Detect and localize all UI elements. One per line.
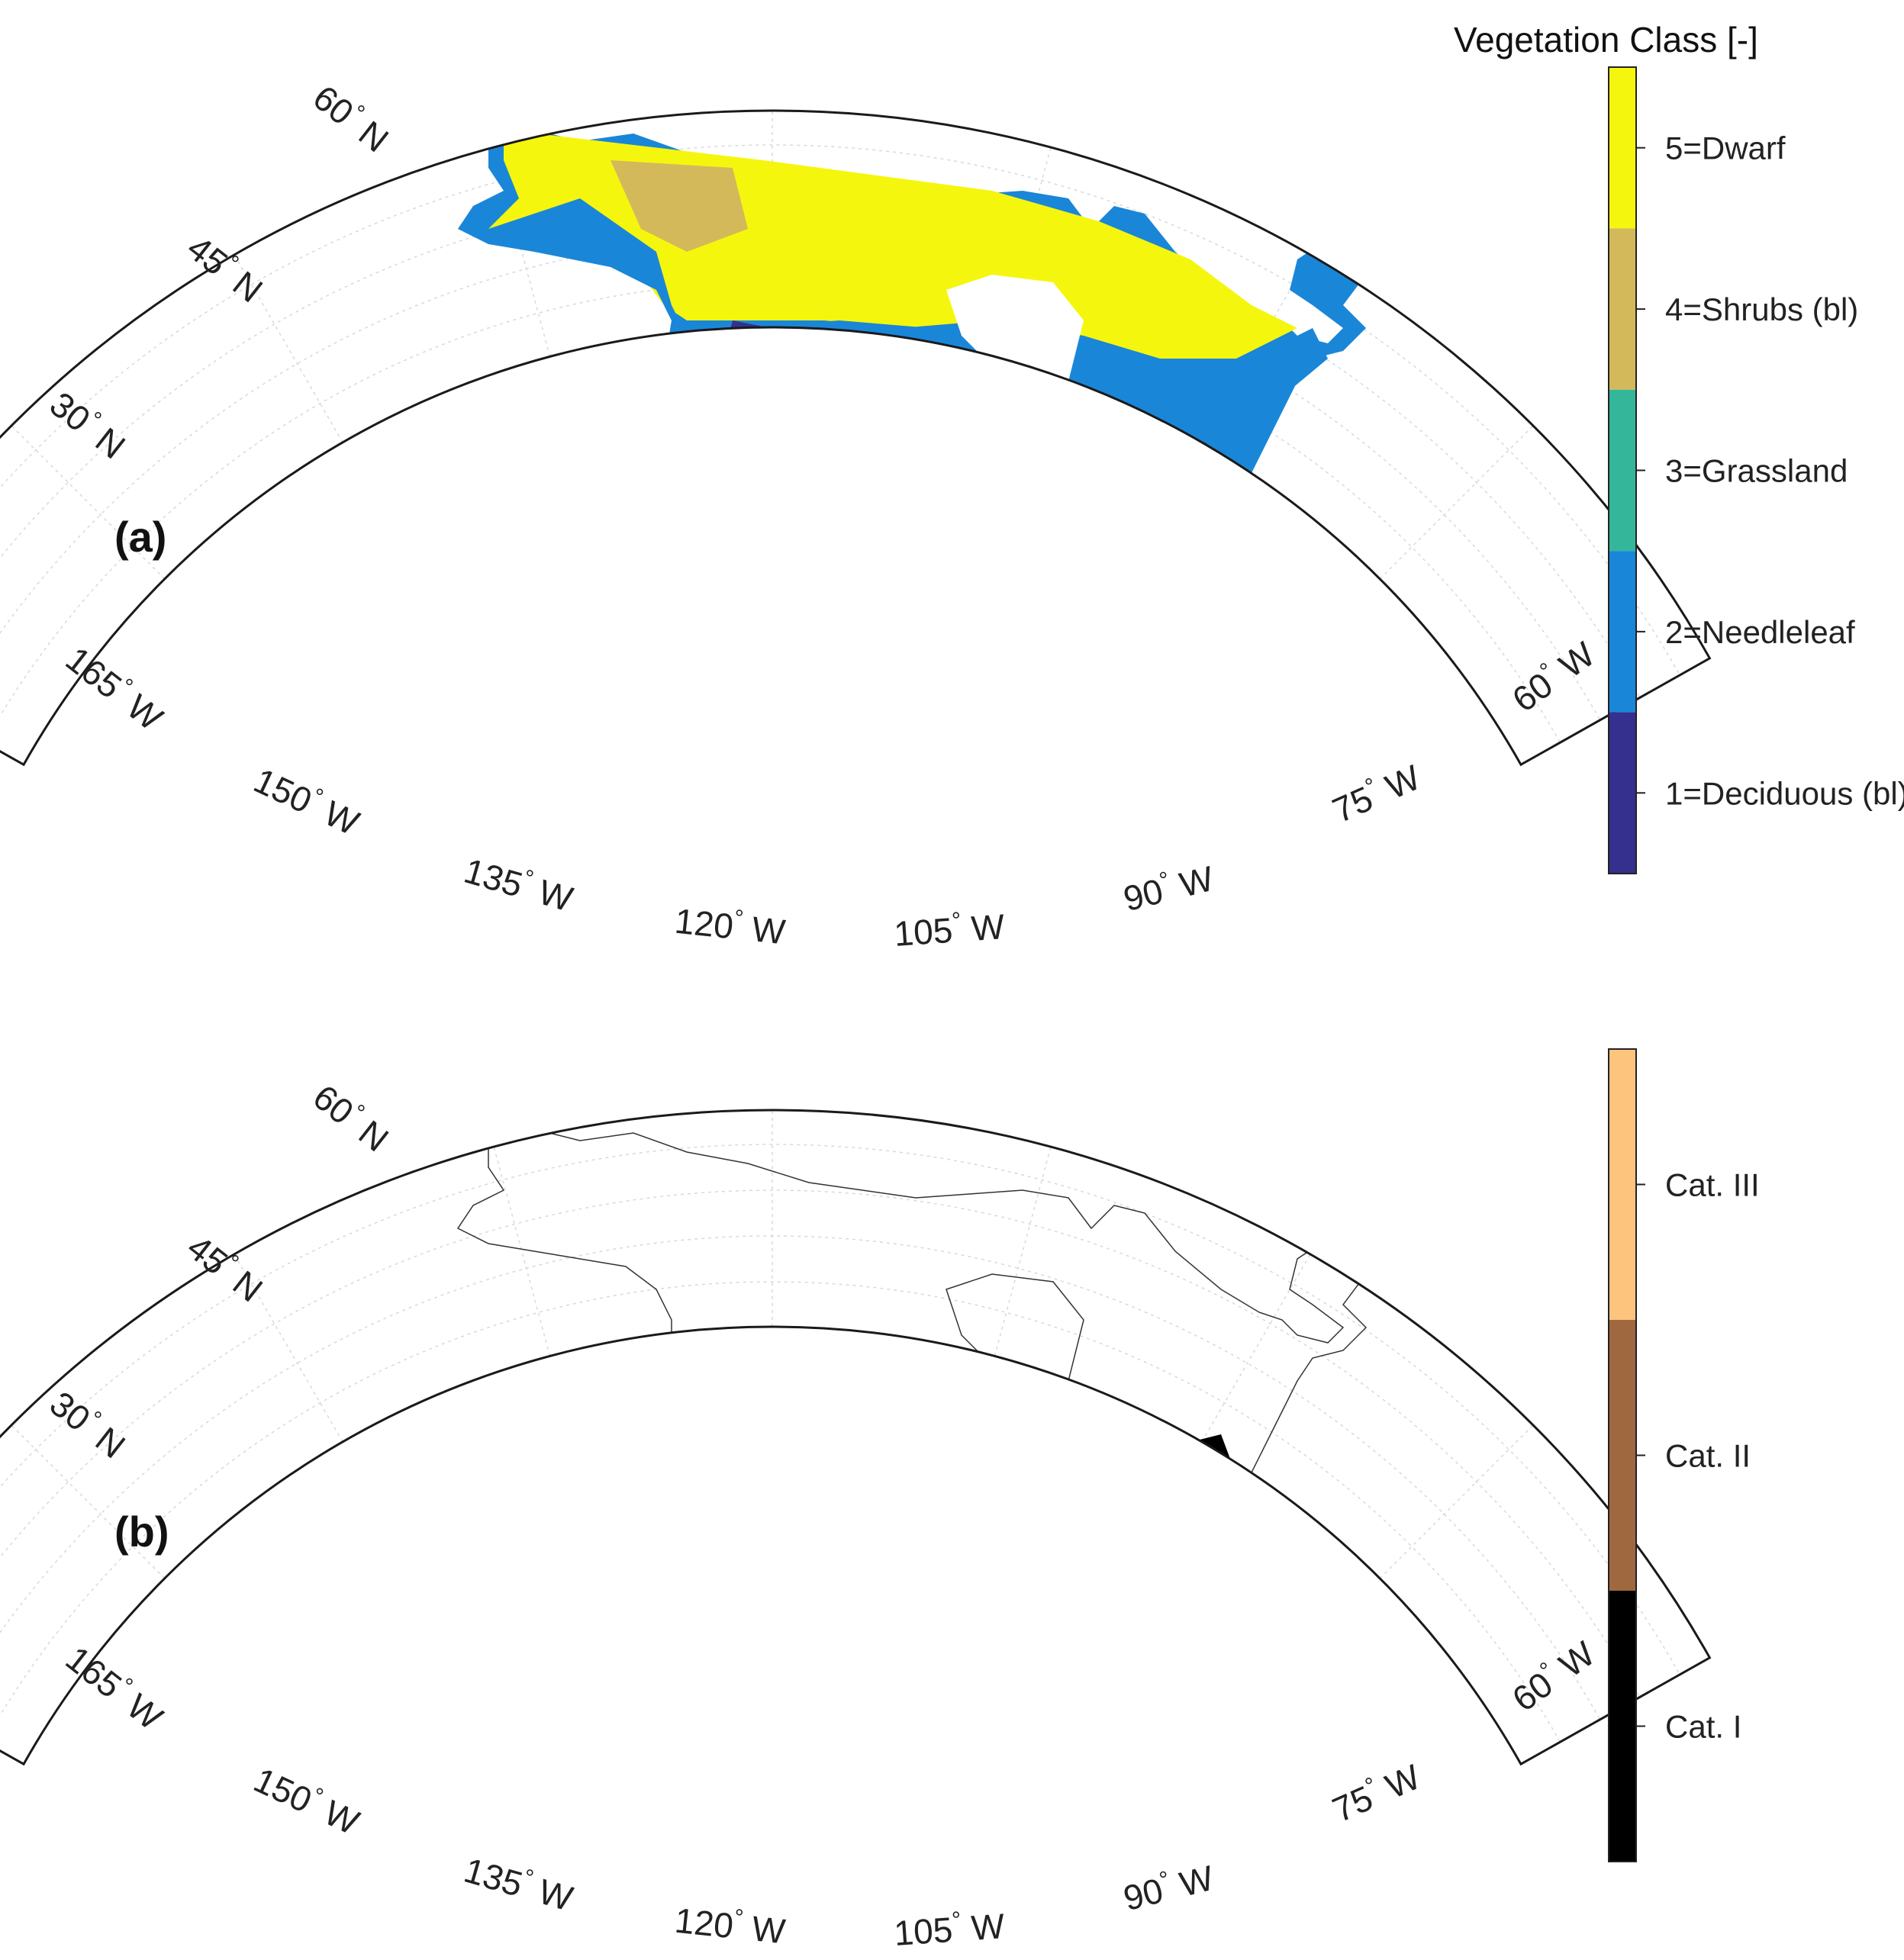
lat-tick-label: 30° N bbox=[43, 1382, 134, 1466]
map-border-a bbox=[0, 109, 1712, 767]
colorbar-swatch bbox=[1609, 67, 1636, 229]
category-i-patch bbox=[1145, 1434, 1244, 1633]
category-i-patch bbox=[908, 1495, 962, 1541]
panel-label-a: (a) bbox=[114, 513, 166, 561]
map-content-b bbox=[0, 1110, 1680, 1765]
lon-tick-label: 135° W bbox=[460, 849, 578, 919]
vegetation-zone bbox=[809, 427, 1114, 763]
lon-tick-label: 120° W bbox=[673, 1899, 788, 1952]
colorbar-class-label: 5=Dwarf bbox=[1665, 130, 1786, 166]
lon-tick-label: 150° W bbox=[248, 1758, 366, 1842]
colorbar-class-label: Cat. I bbox=[1665, 1709, 1741, 1745]
panel-a: 60° N 45° N 30° N 165° W 150° W 135° W 120° W 1… bbox=[0, 20, 1904, 954]
hudson-bay-outline bbox=[946, 1273, 1084, 1389]
lon-tick-label: 90° W bbox=[1119, 857, 1217, 919]
colorbar-swatch bbox=[1609, 1320, 1636, 1591]
lon-tick-label: 90° W bbox=[1119, 1856, 1217, 1918]
great-lakes bbox=[1038, 481, 1114, 565]
colorbar-class-label: 3=Grassland bbox=[1665, 453, 1848, 489]
colorbar-b: Cat. III Cat. II Cat. I bbox=[1608, 1048, 1760, 1862]
lat-tick-label: 45° N bbox=[180, 227, 271, 311]
colorbar-swatch bbox=[1609, 389, 1636, 552]
category-ii-region bbox=[824, 1442, 1252, 1765]
category-iii-patch bbox=[702, 1633, 733, 1678]
panel-label-b: (b) bbox=[114, 1508, 169, 1556]
category-i-patch bbox=[1053, 1617, 1114, 1701]
category-iii-patch bbox=[710, 1511, 763, 1556]
lon-tick-label: 105° W bbox=[893, 1904, 1007, 1953]
lon-tick-label: 105° W bbox=[893, 905, 1007, 954]
vegetation-zone bbox=[1114, 443, 1236, 626]
colorbar-class-label: 4=Shrubs (bl) bbox=[1665, 291, 1858, 327]
lat-tick-label: 30° N bbox=[43, 383, 134, 467]
panel-b: 60° N 45° N 30° N 165° W 150° W 135° W 120° W 1… bbox=[0, 1048, 1760, 1953]
lon-tick-label: 120° W bbox=[673, 900, 788, 952]
lat-tick-label: 60° N bbox=[306, 1076, 397, 1160]
colorbar-swatch bbox=[1609, 551, 1636, 713]
lon-tick-label: 165° W bbox=[59, 1637, 172, 1738]
category-iii-patch bbox=[1206, 1709, 1244, 1762]
lat-tick-label: 45° N bbox=[180, 1226, 271, 1310]
vegetation-zone bbox=[1038, 633, 1099, 687]
colorbar-class-label: Cat. III bbox=[1665, 1167, 1760, 1203]
category-iii-patch bbox=[939, 1556, 992, 1633]
colorbar-title-a: Vegetation Class [-] bbox=[1454, 20, 1758, 60]
lon-tick-label: 150° W bbox=[248, 758, 366, 842]
colorbar-swatch bbox=[1609, 712, 1636, 874]
map-frame-a: 60° N 45° N 30° N 165° W 150° W 135° W 120° W 1… bbox=[0, 76, 1712, 954]
lat-tick-label: 60° N bbox=[306, 76, 397, 160]
colorbar-class-label: 2=Needleleaf bbox=[1665, 614, 1855, 650]
lon-tick-label: 165° W bbox=[59, 638, 172, 739]
category-i-patch bbox=[748, 1633, 809, 1678]
colorbar-border bbox=[1608, 1048, 1637, 1862]
colorbar-a: 5=Dwarf 4=Shrubs (bl) 3=Grassland 2=Needlel… bbox=[1608, 66, 1904, 874]
colorbar-class-label: 1=Deciduous (bl) bbox=[1665, 775, 1904, 811]
colorbar-swatch bbox=[1609, 1591, 1636, 1862]
colorbar-swatch bbox=[1609, 1049, 1636, 1320]
hudson-bay bbox=[946, 275, 1084, 389]
colorbar-swatch bbox=[1609, 228, 1636, 390]
map-frame-b: 60° N 45° N 30° N 165° W 150° W 135° W 120° W 1… bbox=[0, 1076, 1712, 1953]
vegetation-zone bbox=[710, 526, 992, 765]
map-content-a bbox=[0, 111, 1680, 765]
vegetation-zone bbox=[611, 160, 748, 252]
coastline bbox=[456, 1128, 1513, 1765]
colorbar-border bbox=[1608, 66, 1637, 874]
map-border-b bbox=[0, 1109, 1712, 1766]
vegetation-zone bbox=[1084, 111, 1221, 160]
lon-tick-label: 135° W bbox=[460, 1849, 578, 1919]
category-iii-patch bbox=[832, 1678, 878, 1740]
lon-tick-label: 75° W bbox=[1326, 755, 1427, 830]
lon-tick-label: 75° W bbox=[1326, 1755, 1427, 1830]
colorbar-class-label: Cat. II bbox=[1665, 1438, 1751, 1474]
category-i-patch bbox=[992, 1488, 1068, 1587]
vegetation-zone bbox=[717, 320, 824, 443]
graticule-b bbox=[0, 1110, 1680, 1743]
